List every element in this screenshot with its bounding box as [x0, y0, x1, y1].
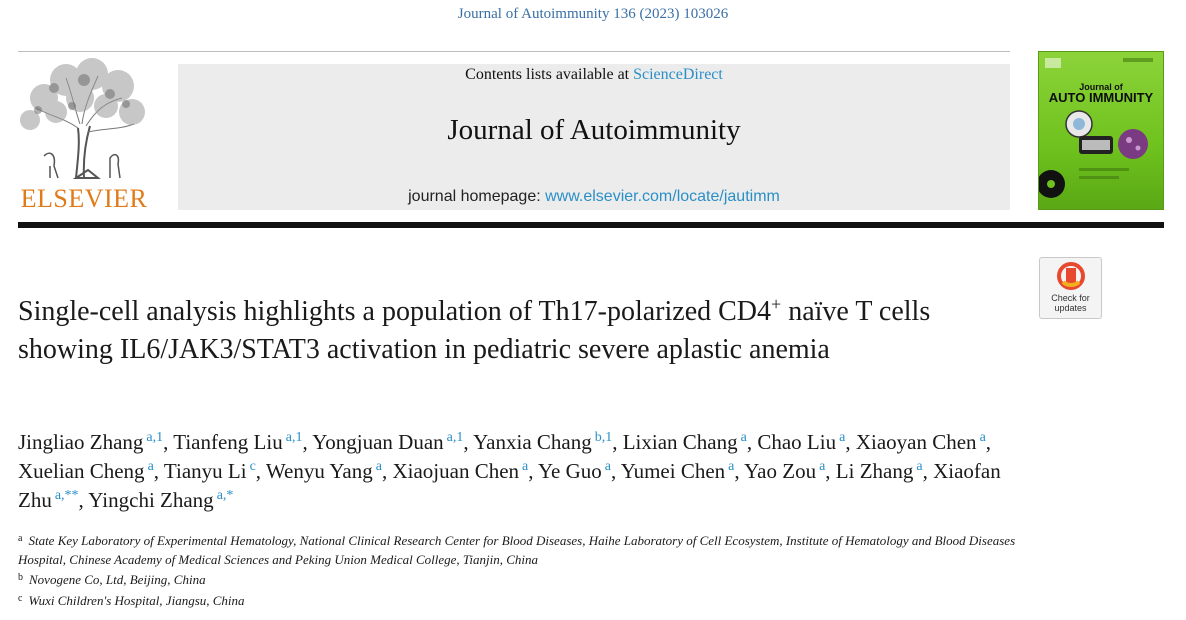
elsevier-logo[interactable]: ELSEVIER: [14, 58, 152, 214]
author-name[interactable]: Li Zhang: [835, 459, 914, 483]
tree-icon: [20, 58, 145, 179]
author-name[interactable]: Wenyu Yang: [265, 459, 373, 483]
journal-cover-thumbnail[interactable]: Journal of AUTO IMMUNITY: [1038, 51, 1164, 210]
author-affiliation-marker[interactable]: a: [147, 459, 154, 474]
author-name[interactable]: Yao Zou: [744, 459, 817, 483]
homepage-prefix: journal homepage:: [408, 188, 546, 205]
check-label-line2: updates: [1054, 303, 1087, 313]
affiliation-item: a State Key Laboratory of Experimental He…: [18, 530, 1028, 569]
author-name[interactable]: Xiaoyan Chen: [855, 430, 977, 454]
author-separator: ,: [302, 430, 313, 454]
author-name[interactable]: Xiaojuan Chen: [392, 459, 520, 483]
title-divider: [18, 222, 1164, 228]
header-divider: [18, 51, 1010, 52]
author-affiliation-marker[interactable]: a: [916, 459, 923, 474]
author-name[interactable]: Jingliao Zhang: [18, 430, 144, 454]
author-affiliation-marker[interactable]: b,1: [594, 430, 613, 445]
author-list: Jingliao Zhang a,1, Tianfeng Liu a,1, Yong…: [18, 428, 1028, 515]
author-separator: ,: [381, 459, 393, 483]
author-affiliation-marker[interactable]: a: [819, 459, 826, 474]
affiliation-item: c Wuxi Children's Hospital, Jiangsu, Chin…: [18, 590, 1028, 611]
author-name[interactable]: Yanxia Chang: [473, 430, 592, 454]
author-name[interactable]: Lixian Chang: [622, 430, 738, 454]
journal-name: Journal of Autoimmunity: [447, 114, 741, 146]
title-text-1: Single-cell analysis highlights a popula…: [18, 296, 772, 327]
author-affiliation-marker[interactable]: a: [979, 430, 986, 445]
bookmark-icon: [1057, 262, 1085, 290]
journal-homepage: journal homepage: www.elsevier.com/locat…: [178, 188, 1010, 206]
author-separator: ,: [922, 459, 934, 483]
author-affiliation-marker[interactable]: a,1: [446, 430, 464, 445]
affiliation-list: a State Key Laboratory of Experimental He…: [18, 530, 1028, 610]
cover-journal-of: Journal of: [1079, 82, 1123, 92]
author-name[interactable]: Xiaofan Zhu: [18, 459, 1001, 512]
sciencedirect-link[interactable]: ScienceDirect: [633, 66, 723, 83]
author-affiliation-marker[interactable]: a: [375, 459, 382, 474]
author-separator: ,: [734, 459, 745, 483]
author-affiliation-marker[interactable]: a: [522, 459, 529, 474]
affiliation-text: Novogene Co, Ltd, Beijing, China: [29, 572, 206, 587]
author-name[interactable]: Chao Liu: [757, 430, 837, 454]
check-for-updates-button[interactable]: Check for updates: [1039, 257, 1102, 319]
author-affiliation-marker[interactable]: a: [728, 459, 735, 474]
author-separator: ,: [612, 430, 623, 454]
author-name[interactable]: Xuelian Cheng: [18, 459, 145, 483]
author-separator: ,: [985, 430, 992, 454]
author-separator: ,: [746, 430, 758, 454]
author-name[interactable]: Yingchi Zhang: [88, 488, 214, 512]
homepage-link[interactable]: www.elsevier.com/locate/jautimm: [545, 188, 780, 205]
author-separator: ,: [463, 430, 474, 454]
author-affiliation-marker[interactable]: a,**: [54, 488, 79, 503]
publisher-wordmark: ELSEVIER: [20, 184, 148, 213]
cover-auto-immunity: AUTO IMMUNITY: [1048, 90, 1154, 105]
journal-citation[interactable]: Journal of Autoimmunity 136 (2023) 10302…: [457, 6, 729, 22]
author-separator: ,: [845, 430, 856, 454]
check-label-line1: Check for: [1051, 293, 1090, 303]
author-name[interactable]: Yongjuan Duan: [312, 430, 444, 454]
author-separator: ,: [611, 459, 621, 483]
author-affiliation-marker[interactable]: a: [839, 430, 846, 445]
cover-artwork-icon: [1039, 58, 1153, 198]
author-separator: ,: [528, 459, 538, 483]
affiliation-text: State Key Laboratory of Experimental Hem…: [18, 533, 1016, 567]
author-separator: ,: [255, 459, 266, 483]
author-name[interactable]: Tianyu Li: [163, 459, 247, 483]
author-separator: ,: [153, 459, 164, 483]
author-affiliation-marker[interactable]: a,1: [146, 430, 164, 445]
author-separator: ,: [825, 459, 836, 483]
author-name[interactable]: Yumei Chen: [620, 459, 726, 483]
affiliation-label: a: [18, 533, 23, 544]
author-separator: ,: [78, 488, 89, 512]
check-for-updates-label: Check for updates: [1040, 293, 1101, 313]
author-affiliation-marker[interactable]: c: [249, 459, 256, 474]
author-name[interactable]: Tianfeng Liu: [173, 430, 283, 454]
affiliation-text: Wuxi Children's Hospital, Jiangsu, China: [28, 592, 245, 608]
title-text-2: naïve T cells showing IL6/JAK3/STAT3 act…: [18, 296, 931, 365]
author-name[interactable]: Ye Guo: [537, 459, 602, 483]
author-affiliation-marker[interactable]: a,1: [285, 430, 303, 445]
contents-availability: Contents lists available at ScienceDirec…: [178, 66, 1010, 84]
contents-prefix: Contents lists available at: [465, 66, 634, 83]
title-superscript: +: [771, 294, 782, 314]
article-title: Single-cell analysis highlights a popula…: [18, 293, 1028, 369]
affiliation-label: b: [18, 572, 23, 583]
affiliation-label: c: [18, 592, 23, 604]
author-affiliation-marker[interactable]: a: [740, 430, 747, 445]
journal-banner: Contents lists available at ScienceDirec…: [178, 64, 1010, 210]
author-separator: ,: [163, 430, 174, 454]
author-affiliation-marker[interactable]: a,*: [216, 488, 234, 503]
affiliation-item: b Novogene Co, Ltd, Beijing, China: [18, 569, 1028, 590]
author-affiliation-marker[interactable]: a: [604, 459, 612, 474]
